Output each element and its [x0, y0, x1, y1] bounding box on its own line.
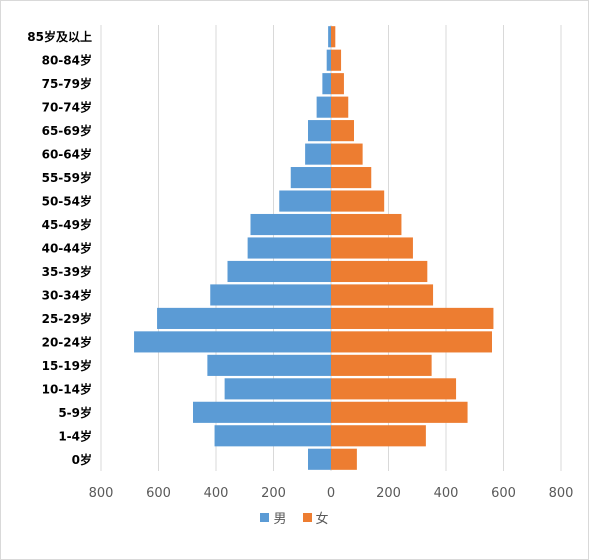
x-axis-tick-labels: 800 600 400 200 0 200 400 600 800 [89, 486, 574, 501]
y-tick-label: 20-24岁 [42, 334, 92, 349]
y-tick-label: 35-39岁 [42, 264, 92, 279]
y-tick-label: 30-34岁 [42, 287, 92, 302]
male-bar [214, 425, 331, 447]
male-bar [326, 49, 331, 71]
legend-swatch-male [260, 513, 270, 522]
male-bar [207, 354, 331, 376]
y-tick-label: 65-69岁 [42, 123, 92, 138]
y-tick-label: 70-74岁 [42, 100, 92, 115]
y-tick-label: 60-64岁 [42, 147, 92, 162]
y-tick-label: 0岁 [72, 452, 92, 467]
male-bar [193, 401, 331, 423]
y-tick-label: 55-59岁 [42, 170, 92, 185]
male-bar [210, 284, 331, 306]
female-bar [331, 307, 494, 329]
male-bar [308, 448, 331, 470]
female-bar [331, 213, 402, 236]
x-tick-label: 600 [146, 486, 171, 501]
female-bar [331, 96, 349, 118]
y-tick-label: 45-49岁 [42, 217, 92, 232]
y-tick-label: 40-44岁 [42, 241, 92, 256]
legend-swatch-female [302, 513, 312, 522]
male-bar [328, 26, 331, 48]
y-tick-label: 10-14岁 [42, 381, 92, 396]
x-tick-label: 400 [204, 486, 229, 501]
y-tick-label: 5-9岁 [58, 405, 92, 420]
female-bar [331, 73, 344, 95]
legend-label-male: 男 [273, 512, 287, 527]
legend-item-female: 女 [302, 508, 329, 527]
female-bar [331, 260, 428, 283]
male-bar [250, 213, 331, 236]
bars [134, 26, 494, 470]
male-bar [227, 260, 331, 283]
female-bar [331, 284, 434, 306]
male-bar [290, 167, 331, 189]
population-pyramid-chart: 0岁 1-4岁 5-9岁 10-14岁 15-19岁 20-24岁 25-29岁 30-34岁… [27, 25, 574, 501]
female-bar [331, 190, 385, 212]
x-tick-label: 600 [491, 486, 516, 501]
x-tick-label: 200 [261, 486, 286, 501]
female-bar [331, 120, 354, 142]
female-bar [331, 425, 426, 447]
female-bar [331, 237, 413, 259]
y-tick-label: 50-54岁 [42, 194, 92, 209]
legend-label-female: 女 [315, 512, 329, 527]
female-bar [331, 167, 372, 189]
x-tick-label: 0 [327, 486, 335, 501]
x-tick-label: 200 [376, 486, 401, 501]
y-tick-label: 25-29岁 [42, 311, 92, 326]
y-tick-label: 75-79岁 [42, 76, 92, 91]
male-bar [279, 190, 331, 212]
male-bar [305, 143, 331, 165]
female-bar [331, 143, 363, 165]
y-tick-label: 85岁及以上 [27, 29, 92, 44]
male-bar [247, 237, 331, 259]
female-bar [331, 378, 457, 400]
male-bar [224, 378, 331, 400]
female-bar [331, 331, 492, 353]
x-tick-label: 800 [549, 486, 574, 501]
x-tick-label: 400 [434, 486, 459, 501]
legend-item-male: 男 [260, 508, 287, 527]
male-bar [316, 96, 331, 118]
female-bar [331, 49, 342, 71]
female-bar [331, 448, 357, 470]
male-bar [308, 120, 331, 142]
female-bar [331, 354, 432, 376]
y-axis-tick-labels: 0岁 1-4岁 5-9岁 10-14岁 15-19岁 20-24岁 25-29岁 30-34岁… [27, 29, 92, 467]
male-bar [134, 331, 331, 353]
y-tick-label: 15-19岁 [42, 358, 92, 373]
x-tick-label: 800 [89, 486, 114, 501]
female-bar [331, 26, 336, 48]
female-bar [331, 401, 468, 423]
y-tick-label: 80-84岁 [42, 53, 92, 68]
y-tick-label: 1-4岁 [58, 428, 92, 443]
male-bar [322, 73, 331, 95]
legend: 男 女 [0, 508, 589, 527]
male-bar [157, 307, 331, 329]
